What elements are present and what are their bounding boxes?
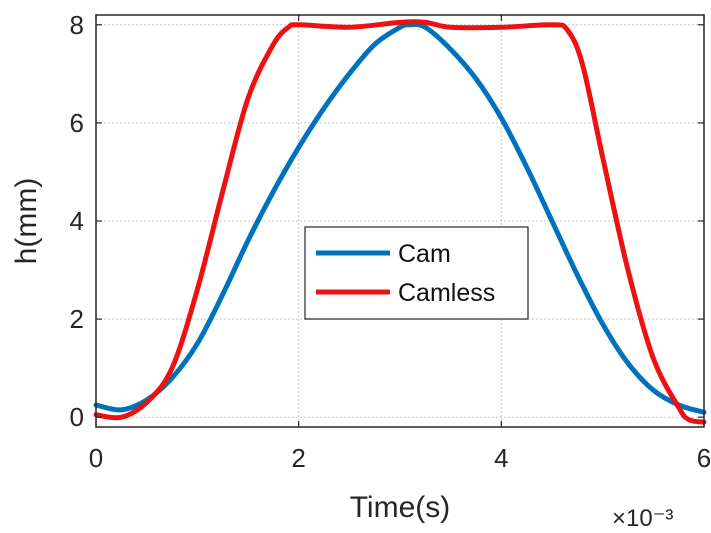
x-axis-label: Time(s) — [350, 491, 451, 524]
legend-label-cam: Cam — [398, 240, 451, 268]
x-tick-label: 2 — [291, 443, 305, 473]
legend-label-camless: Camless — [398, 279, 495, 307]
y-tick-label: 6 — [70, 108, 84, 138]
y-tick-label: 4 — [70, 206, 84, 236]
legend-box — [304, 226, 529, 320]
x-tick-label: 6 — [697, 443, 711, 473]
x-exponent-label: ×10⁻³ — [612, 505, 673, 532]
series-layer — [93, 19, 707, 425]
y-tick-label: 8 — [70, 10, 84, 40]
y-tick-label: 2 — [70, 304, 84, 334]
series-line-camless — [93, 19, 707, 425]
x-tick-label: 0 — [89, 443, 103, 473]
ticks — [95, 15, 705, 427]
y-tick-label: 0 — [70, 402, 84, 432]
tick-labels: 0 2 4 6 0 2 4 6 8 — [70, 10, 711, 473]
legend: Cam Camless — [304, 226, 529, 320]
x-tick-label: 4 — [494, 443, 508, 473]
y-axis-label: h(mm) — [10, 178, 43, 265]
series-line-cam — [93, 22, 707, 415]
